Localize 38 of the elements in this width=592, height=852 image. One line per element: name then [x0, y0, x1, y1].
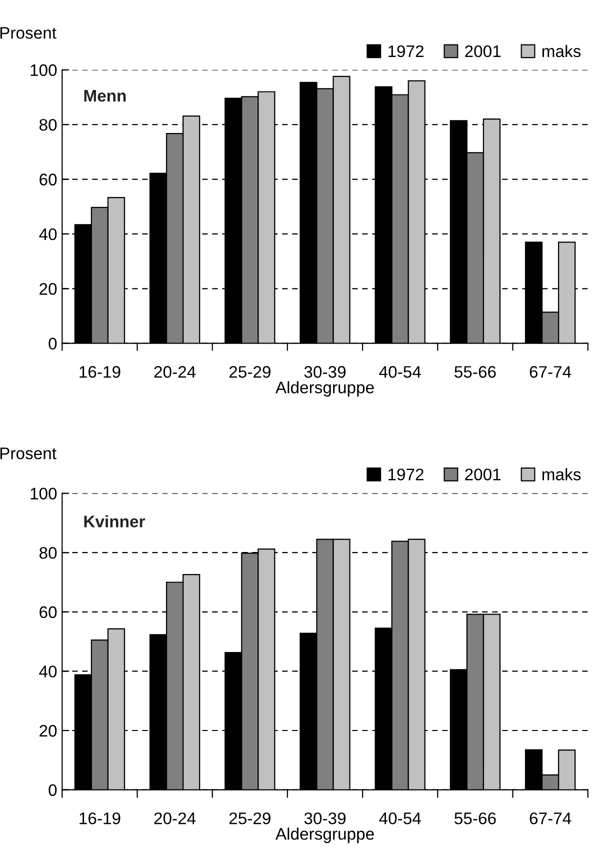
x-axis-title: Aldersgruppe [275, 381, 374, 397]
x-tick-label: 67-74 [530, 812, 572, 824]
x-tick-label: 20-24 [154, 812, 196, 824]
legend-label: maks [542, 468, 581, 480]
legend-label: 1972 [388, 45, 424, 58]
y-tick-label: 0 [48, 784, 57, 796]
y-axis-title: Prosent [0, 448, 56, 460]
y-tick-label: 20 [40, 724, 57, 737]
x-tick-label: 25-29 [229, 812, 270, 824]
legend-label: 1972 [388, 468, 424, 480]
x-tick-label: 20-24 [154, 366, 196, 378]
x-tick-label: 55-66 [454, 812, 496, 824]
x-tick-label: 55-66 [454, 366, 496, 378]
text: Menn [84, 90, 126, 102]
y-tick-label: 100 [30, 64, 57, 76]
y-axis-title: Prosent [0, 27, 56, 39]
legend-label: 2001 [465, 468, 501, 480]
x-tick-label: 30-39 [304, 366, 346, 378]
x-tick-label: 40-54 [379, 366, 421, 378]
y-tick-label: 80 [39, 547, 57, 559]
y-tick-label: 40 [39, 228, 57, 240]
x-tick-label: 67-74 [530, 366, 572, 378]
y-tick-label: 40 [39, 666, 57, 678]
y-tick-label: 60 [40, 606, 57, 618]
x-tick-label: 30-39 [304, 812, 346, 824]
text: Kvinner [84, 515, 145, 528]
legend-label: maks [542, 44, 581, 58]
x-tick-label: 16-19 [80, 812, 120, 824]
y-tick-label: 80 [39, 118, 57, 131]
x-tick-label: 25-29 [229, 366, 270, 378]
x-tick-label: 16-19 [80, 366, 120, 378]
y-tick-label: 100 [30, 488, 57, 500]
legend-label: 2001 [465, 45, 501, 58]
y-tick-label: 20 [40, 283, 57, 295]
x-axis-title: Aldersgruppe [275, 828, 374, 844]
y-tick-label: 60 [40, 174, 57, 186]
y-tick-label: 0 [48, 338, 57, 350]
x-tick-label: 40-54 [379, 812, 421, 824]
